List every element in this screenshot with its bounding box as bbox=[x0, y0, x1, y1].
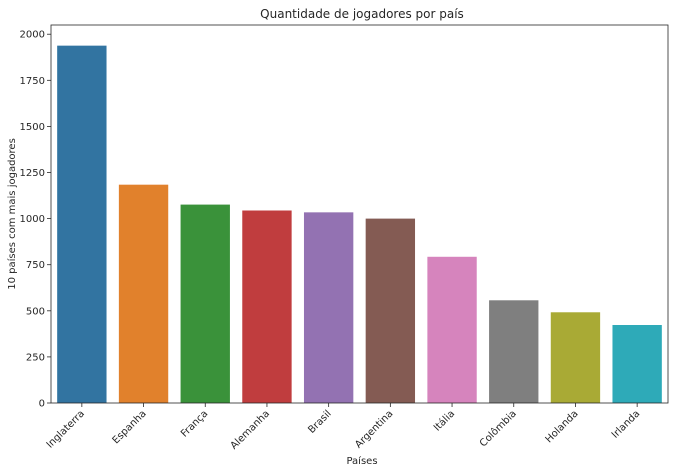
x-tick-label: Alemanha bbox=[229, 408, 272, 451]
x-tick-label: Colômbia bbox=[477, 408, 519, 450]
bar-alemanha bbox=[242, 210, 292, 403]
bar-argentina bbox=[365, 218, 416, 403]
bar-frança bbox=[180, 204, 230, 403]
y-tick-label: 500 bbox=[26, 306, 45, 317]
bar-itália bbox=[427, 256, 477, 403]
x-tick-label: Holanda bbox=[544, 408, 581, 445]
bar-holanda bbox=[550, 312, 601, 403]
x-tick-label: Argentina bbox=[353, 408, 395, 450]
plot-area: 0 250 500 750 1000 1250 1500 1750 2000 Inglaterra… bbox=[20, 24, 669, 452]
bar-espanha bbox=[118, 184, 169, 403]
chart-title: Quantidade de jogadores por país bbox=[260, 7, 464, 21]
x-tick-label: Irlanda bbox=[610, 408, 642, 440]
bar-brasil bbox=[303, 212, 354, 403]
y-tick-label: 1500 bbox=[20, 122, 45, 133]
y-tick-label: 1750 bbox=[20, 76, 45, 87]
bar-irlanda bbox=[612, 325, 662, 403]
x-tick-label: Brasil bbox=[306, 408, 333, 435]
y-tick-label: 0 bbox=[39, 399, 45, 410]
y-tick-label: 2000 bbox=[20, 30, 45, 41]
bar-inglaterra bbox=[57, 45, 107, 404]
y-tick-label: 250 bbox=[26, 352, 45, 363]
bar-colômbia bbox=[489, 300, 539, 403]
y-tick-label: 750 bbox=[26, 260, 45, 271]
y-axis-label: 10 países com mais jogadores bbox=[6, 138, 18, 290]
x-tick-label: França bbox=[179, 408, 210, 439]
y-tick-label: 1000 bbox=[20, 214, 45, 225]
x-axis-label: Países bbox=[346, 455, 377, 467]
x-tick-label: Inglaterra bbox=[45, 408, 87, 450]
y-tick-label: 1250 bbox=[20, 168, 45, 179]
x-tick-label: Espanha bbox=[111, 408, 149, 446]
x-tick-label: Itália bbox=[431, 408, 457, 434]
plot-frame bbox=[50, 24, 669, 404]
